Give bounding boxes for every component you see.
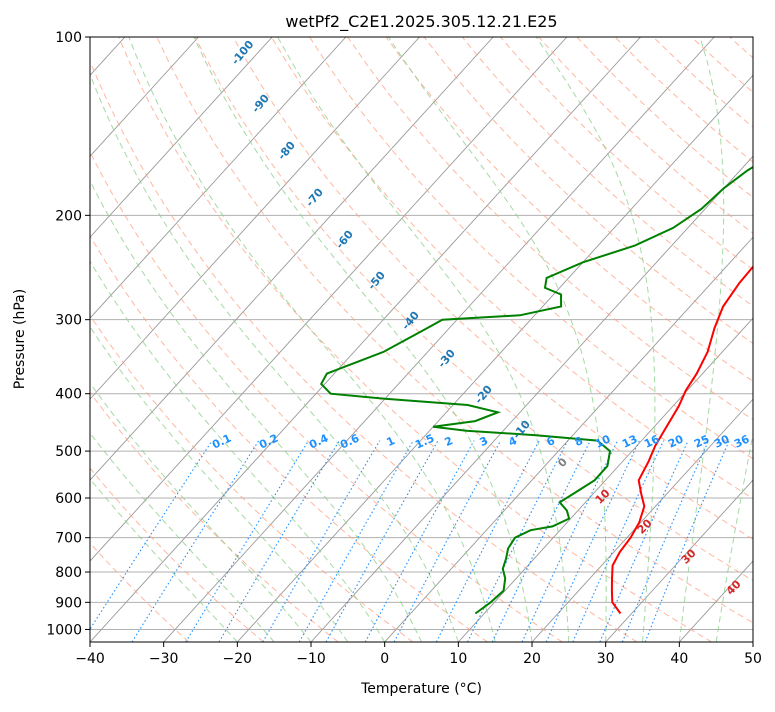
x-tick-label: 40 [670,651,688,667]
y-tick-label: 700 [55,531,82,547]
y-tick-label: 1000 [46,622,82,638]
chart-title: wetPf2_C2E1.2025.305.12.21.E25 [285,12,557,32]
x-tick-label: −40 [75,651,105,667]
y-tick-label: 100 [55,30,82,46]
x-axis-title: Temperature (°C) [360,681,482,697]
x-tick-label: −30 [149,651,179,667]
y-tick-label: 900 [55,595,82,611]
x-tick-label: −10 [296,651,326,667]
y-tick-label: 500 [55,444,82,460]
x-tick-label: 10 [449,651,467,667]
y-tick-label: 300 [55,313,82,329]
x-tick-label: 30 [597,651,615,667]
x-tick-label: −20 [223,651,253,667]
isotherm [753,37,775,642]
x-tick-label: 20 [523,651,541,667]
y-tick-label: 800 [55,565,82,581]
x-tick-label: 50 [744,651,762,667]
y-axis-title: Pressure (hPa) [12,289,28,389]
y-tick-label: 200 [55,208,82,224]
y-tick-label: 600 [55,491,82,507]
x-tick-label: 0 [380,651,389,667]
y-tick-label: 400 [55,387,82,403]
